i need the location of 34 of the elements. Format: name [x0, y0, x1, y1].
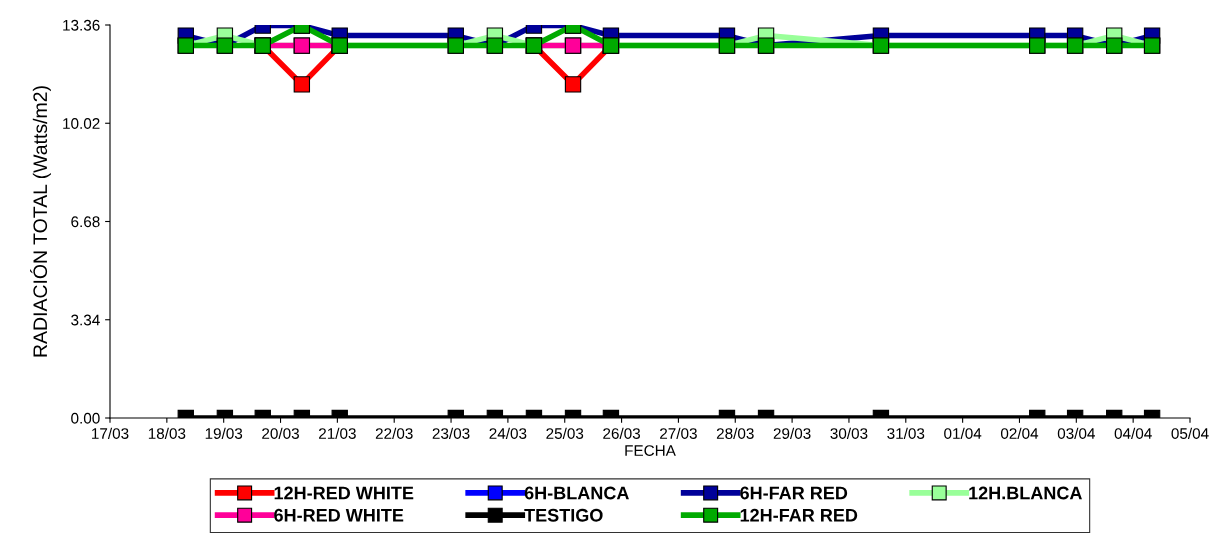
- x-tick-label: 20/03: [262, 427, 299, 439]
- legend-label: TESTIGO: [524, 508, 603, 522]
- x-tick-label: 27/03: [660, 427, 697, 439]
- x-tick-label: 01/04: [944, 427, 982, 439]
- x-tick-label: 05/04: [1171, 427, 1209, 439]
- legend-label: 12H-FAR RED: [740, 508, 858, 522]
- x-tick-label: 29/03: [773, 427, 811, 439]
- x-tick-label: 04/04: [1114, 427, 1152, 439]
- legend-label: 12H.BLANCA: [969, 486, 1082, 500]
- x-tick-label: 18/03: [148, 427, 186, 439]
- y-tick-label: 6.68: [71, 216, 100, 228]
- legend-label: 6H-BLANCA: [524, 486, 629, 500]
- y-tick-label: 3.34: [71, 314, 100, 326]
- legend-label: 6H-RED WHITE: [274, 508, 404, 522]
- y-axis-title: RADIACIÓN TOTAL (Watts/m2): [30, 86, 51, 357]
- y-tick-label: 10.02: [63, 118, 100, 129]
- x-tick-label: 02/04: [1000, 427, 1039, 439]
- x-tick-label: 23/03: [432, 427, 470, 439]
- x-tick-label: 19/03: [205, 427, 243, 439]
- x-tick-label: 30/03: [830, 427, 868, 439]
- x-tick-label: 31/03: [887, 427, 925, 439]
- y-tick-label: 0.00: [71, 412, 100, 424]
- legend-label: 6H-FAR RED: [740, 486, 848, 500]
- y-tick-label: 13.36: [63, 19, 100, 31]
- x-tick-label: 24/03: [489, 427, 527, 439]
- legend-label: 12H-RED WHITE: [274, 486, 414, 500]
- x-axis-title: FECHA: [625, 445, 676, 456]
- x-tick-label: 17/03: [92, 427, 129, 439]
- x-tick-label: 03/04: [1057, 427, 1095, 439]
- x-tick-label: 28/03: [716, 427, 754, 439]
- x-tick-label: 22/03: [375, 427, 413, 439]
- x-tick-label: 26/03: [603, 427, 641, 439]
- x-tick-label: 25/03: [546, 427, 584, 439]
- x-tick-label: 21/03: [319, 427, 356, 439]
